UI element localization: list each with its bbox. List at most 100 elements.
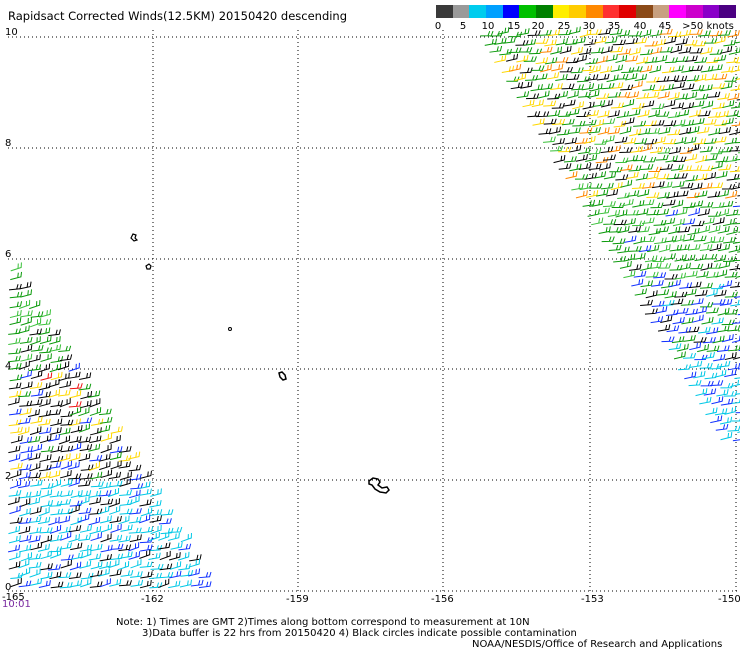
wind-barb <box>178 543 192 551</box>
legend-tick-label: 40 <box>633 21 647 32</box>
wind-barb <box>79 443 93 452</box>
wind-barb <box>49 571 62 580</box>
wind-barb <box>60 559 73 569</box>
wind-barb <box>716 110 729 118</box>
wind-barb <box>149 515 162 523</box>
legend-tick-label: 25 <box>557 21 571 32</box>
wind-barb <box>108 559 120 569</box>
wind-barb <box>110 543 124 550</box>
island-palmyra <box>228 327 232 331</box>
wind-barb <box>716 389 729 397</box>
wind-barb <box>169 561 182 570</box>
wind-barb <box>39 347 53 354</box>
wind-barb <box>662 138 677 145</box>
wind-barb <box>608 226 622 233</box>
wind-barb <box>590 47 604 54</box>
wind-barb <box>60 531 72 541</box>
wind-barb <box>683 334 696 342</box>
wind-barb <box>697 326 711 334</box>
wind-barb <box>563 99 576 107</box>
wind-barb <box>673 351 686 360</box>
wind-barb <box>692 117 705 126</box>
wind-barb <box>701 316 714 325</box>
wind-speed-legend: 0 5 10 15 20 25 30 35 40 45 >50 knots <box>435 5 737 35</box>
wind-barb <box>8 382 22 390</box>
wind-barb <box>663 253 676 261</box>
legend-tick-label: 30 <box>582 21 596 32</box>
wind-barb <box>130 579 144 587</box>
wind-barb <box>637 109 650 118</box>
wind-barb <box>587 209 600 217</box>
wind-barb <box>666 325 680 333</box>
wind-barb <box>653 272 667 279</box>
wind-barb <box>9 517 23 524</box>
wind-barb <box>607 209 621 218</box>
wind-barb <box>29 399 43 406</box>
legend-tick-label: 5 <box>459 21 467 32</box>
wind-barb <box>600 99 614 108</box>
wind-barb <box>604 36 618 44</box>
wind-barb <box>711 396 724 405</box>
wind-barb <box>727 425 740 432</box>
wind-barb <box>678 29 692 37</box>
wind-barb <box>688 207 701 217</box>
wind-barb <box>656 289 670 296</box>
wind-barb <box>28 452 41 461</box>
wind-barb <box>540 64 552 73</box>
wind-barb <box>702 352 715 360</box>
island-kingman <box>145 263 152 270</box>
wind-barb <box>686 192 700 199</box>
wind-barb <box>674 254 687 262</box>
wind-barb <box>20 289 33 298</box>
wind-barb <box>40 571 53 580</box>
wind-barb <box>18 580 32 588</box>
wind-barb <box>648 166 662 172</box>
wind-barb <box>48 378 60 388</box>
wind-barb <box>515 40 529 46</box>
wind-barb <box>727 92 740 101</box>
wind-barb <box>30 389 44 397</box>
wind-barb <box>109 452 122 461</box>
wind-barb <box>68 473 82 480</box>
wind-barb <box>667 92 680 100</box>
wind-barb <box>128 542 140 552</box>
wind-barb <box>29 506 42 515</box>
wind-barb <box>8 283 22 291</box>
wind-barb <box>683 136 697 144</box>
wind-barb <box>684 288 697 296</box>
wind-barb <box>598 28 612 36</box>
wind-barb <box>624 235 637 243</box>
wind-barb <box>694 289 708 297</box>
wind-barb <box>607 110 620 118</box>
wind-barb <box>20 344 33 353</box>
wind-barb <box>49 363 62 373</box>
wind-barb <box>671 199 684 208</box>
wind-barb <box>699 282 713 289</box>
wind-barb <box>636 208 649 216</box>
wind-barb <box>609 28 623 36</box>
wind-barb <box>516 91 530 99</box>
x-label-159: -159 <box>286 594 309 605</box>
wind-barb <box>656 226 670 233</box>
wind-barb <box>626 190 640 197</box>
wind-barb <box>628 30 643 37</box>
wind-barb <box>160 509 174 516</box>
wind-barb <box>78 490 92 498</box>
wind-barb <box>713 54 727 62</box>
wind-barb <box>661 299 675 307</box>
wind-barb <box>150 525 162 535</box>
wind-barb <box>709 243 722 252</box>
wind-barb <box>8 445 21 454</box>
wind-barb <box>89 526 102 535</box>
wind-barb <box>713 35 726 45</box>
wind-barb <box>699 146 713 153</box>
wind-barb <box>672 180 685 188</box>
wind-barb <box>673 156 687 162</box>
wind-barb <box>89 398 101 408</box>
wind-barb <box>653 136 666 145</box>
wind-barb <box>670 45 683 54</box>
wind-barb <box>734 296 740 299</box>
wind-barb <box>734 159 740 161</box>
wind-barb <box>108 471 122 480</box>
wind-barb <box>609 166 623 173</box>
